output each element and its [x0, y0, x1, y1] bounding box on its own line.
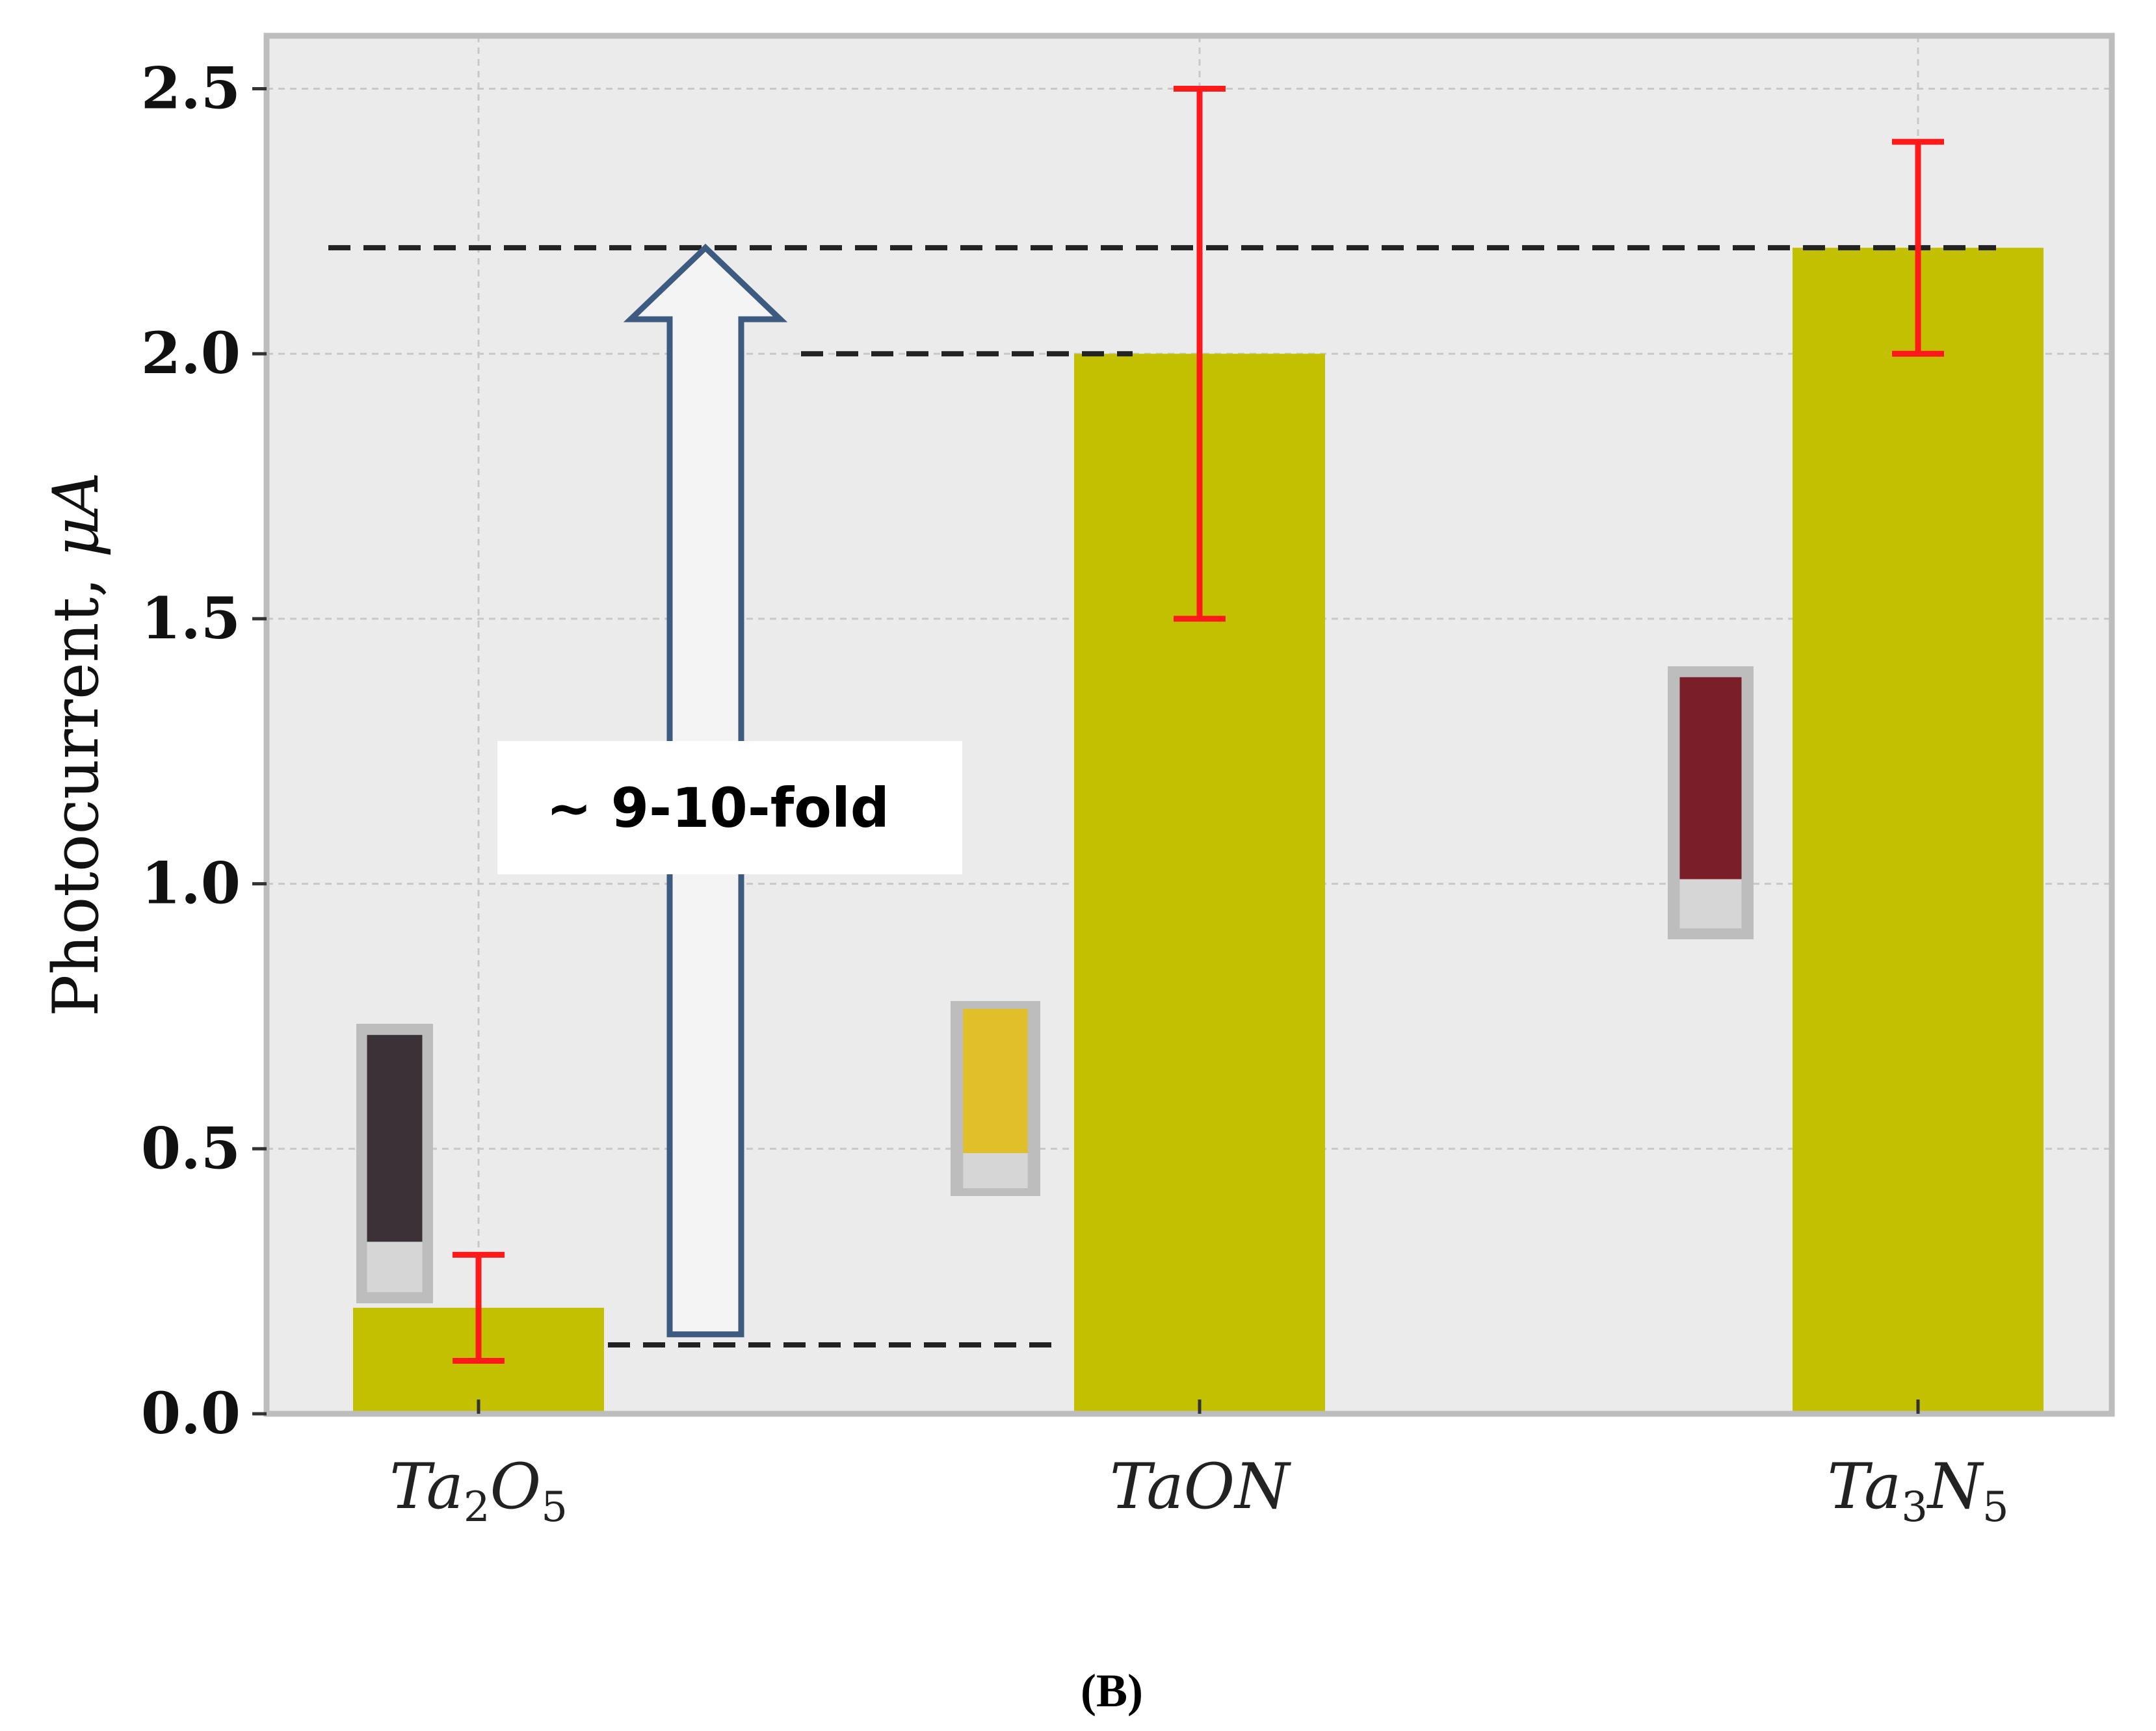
x-axis-ticks: Ta2O5 TaON Ta3N5 — [389, 1399, 2009, 1531]
photo-substrate — [367, 1242, 423, 1292]
bars — [353, 248, 2044, 1414]
error-bars — [453, 86, 1944, 1364]
bar-Ta3N5 — [1793, 248, 2044, 1414]
sample-photos — [356, 666, 1754, 1303]
y-tick-label: 1.0 — [141, 850, 241, 917]
y-axis-label-unit: μA — [40, 472, 112, 558]
photo-substrate — [1679, 879, 1742, 929]
annotation-text: ~ 9-10-fold — [546, 776, 889, 840]
y-tick-label: 0.5 — [141, 1114, 241, 1182]
x-tick-label-Ta3N5: Ta3N5 — [1827, 1450, 2008, 1531]
dark-red-strip-icon — [1668, 666, 1754, 939]
reference-lines — [328, 245, 1996, 1347]
y-tick-label: 2.5 — [141, 55, 241, 122]
y-axis-label-text: Photocurrent, — [40, 558, 112, 1017]
y-tick-label: 0.0 — [141, 1379, 241, 1447]
y-tick-label: 1.5 — [141, 584, 241, 652]
x-tick-label-TaON: TaON — [1110, 1450, 1292, 1523]
fold-annotation: ~ 9-10-fold — [497, 243, 962, 1338]
y-axis-ticks: 0.0 0.5 1.0 1.5 2.0 2.5 — [141, 55, 267, 1447]
y-tick-label: 2.0 — [141, 319, 241, 387]
axes-frame — [263, 33, 2115, 1417]
plot-frame — [263, 33, 2115, 1417]
error-bar-TaON — [1174, 86, 1226, 622]
photo-film — [1679, 677, 1742, 879]
grey-strip-icon — [356, 1024, 433, 1303]
yellow-strip-icon — [951, 1001, 1040, 1196]
y-axis-label: Photocurrent, μA — [40, 472, 112, 1017]
panel-label: (B) — [1081, 1665, 1143, 1717]
x-tick-label-Ta2O5: Ta2O5 — [389, 1450, 568, 1531]
photo-film — [367, 1035, 423, 1242]
photo-substrate — [963, 1153, 1028, 1188]
error-bar-Ta2O5 — [453, 1251, 505, 1364]
annotation-box — [497, 741, 962, 874]
error-bar-Ta3N5 — [1892, 138, 1944, 357]
photo-film — [963, 1009, 1028, 1153]
